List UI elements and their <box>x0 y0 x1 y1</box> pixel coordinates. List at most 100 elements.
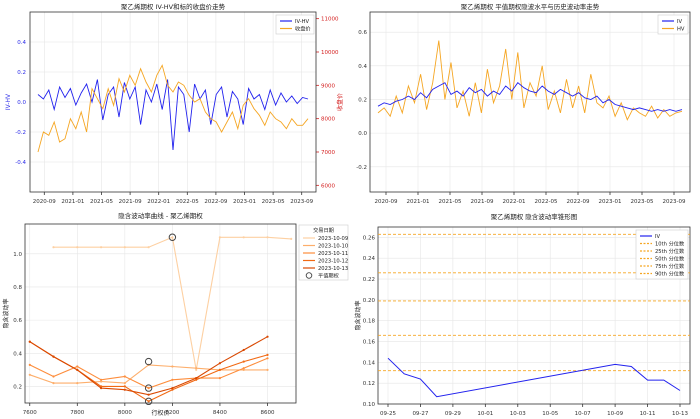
data-point <box>100 387 103 390</box>
x-tick-label: 2021-01 <box>61 199 84 205</box>
y-tick-label: 0.26 <box>363 235 376 241</box>
series-line-HV <box>377 40 683 121</box>
x-tick-label: 2023-01 <box>599 199 622 205</box>
x-tick-label: 2023-01 <box>233 199 256 205</box>
y-axis-label: IV-HV <box>5 93 12 110</box>
iv-smile-chart: 隐含波动率曲线 - 聚乙烯期权 0.2 0.4 0.6 0.8 1.0 7600 7800 80… <box>2 211 349 417</box>
y2-tick-label: 9000 <box>321 83 335 89</box>
x-tick-label: 10-07 <box>575 411 591 417</box>
x-tick-label: 7600 <box>23 410 37 416</box>
y-tick-label: 0.20 <box>363 298 376 304</box>
plot-frame <box>377 226 691 405</box>
x-tick-label: 2022-09 <box>204 199 227 205</box>
legend-label: IV-HV <box>295 19 310 25</box>
legend-title: 交易日期 <box>313 226 334 234</box>
x-tick-label: 2021-09 <box>471 199 494 205</box>
atm-marker <box>144 357 153 366</box>
y-tick-label: 0.22 <box>363 277 375 283</box>
x-tick-label: 8600 <box>260 410 274 416</box>
y-tick-label: 0.6 <box>13 318 22 324</box>
y-tick-label: 0.8 <box>13 285 22 291</box>
y-tick-label: 0.16 <box>363 340 376 346</box>
series-line-收盘价 <box>37 64 309 153</box>
legend-box <box>275 14 315 35</box>
x-tick-label: 2023-09 <box>290 199 313 205</box>
data-point <box>100 378 103 381</box>
x-tick-label: 2022-09 <box>567 199 590 205</box>
atm-marker <box>144 397 153 406</box>
x-tick-label: 10-05 <box>542 411 558 417</box>
plot-frame <box>24 223 297 404</box>
chart-title: 聚乙烯期权 IV-HV和标的收盘价走势 <box>121 2 226 11</box>
x-tick-label: 8000 <box>118 410 132 416</box>
data-point <box>147 393 150 396</box>
legend-label: 75th 分位数 <box>655 262 685 270</box>
x-tick-label: 7800 <box>70 410 84 416</box>
data-point <box>242 368 245 371</box>
y2-tick-label: 10000 <box>321 50 339 56</box>
y-tick-label: 0.12 <box>363 381 375 387</box>
data-point <box>100 380 103 383</box>
data-point <box>147 400 150 403</box>
data-point <box>218 377 221 380</box>
x-tick-label: 10-09 <box>607 411 623 417</box>
y-tick-label: 0.2 <box>13 384 22 390</box>
y-tick-label: 0.18 <box>363 319 376 325</box>
legend-label: HV <box>677 27 685 33</box>
atm-marker <box>168 233 177 241</box>
data-point <box>52 382 55 385</box>
x-tick-label: 2020-09 <box>375 199 398 205</box>
y-tick-label: 0.6 <box>358 30 367 36</box>
x-tick-label: 2023-09 <box>663 199 686 205</box>
data-point <box>290 237 293 240</box>
y-tick-label: 0.2 <box>17 70 26 76</box>
x-axis-label: 行权价 <box>151 409 169 417</box>
data-point <box>147 387 150 390</box>
y-tick-label: 0.4 <box>17 40 26 46</box>
y-axis-label: 隐含波动率 <box>2 298 10 328</box>
data-point <box>76 382 79 385</box>
y-tick-label: 0.0 <box>358 131 367 137</box>
data-point <box>218 236 221 239</box>
legend-label: 2023-10-12 <box>318 259 348 265</box>
y-tick-label: -0.2 <box>356 165 367 171</box>
data-point <box>100 246 103 249</box>
data-point <box>171 388 174 391</box>
x-tick-label: 10-03 <box>510 411 526 417</box>
plot-frame <box>29 11 317 193</box>
legend-label: 50th 分位数 <box>655 255 685 263</box>
data-point <box>123 382 126 385</box>
legend-box <box>635 229 689 280</box>
atm-marker <box>144 384 153 392</box>
data-point <box>171 365 174 368</box>
iv-cone-chart: 聚乙烯期权 隐含波动率锥形图 0.10 0.12 0.14 0.16 0.18 0.20 0.… <box>354 212 691 417</box>
data-point <box>171 378 174 381</box>
data-point <box>195 368 198 371</box>
x-tick-label: 2022-01 <box>147 199 170 205</box>
data-point <box>195 367 198 370</box>
data-point <box>76 365 79 368</box>
data-point <box>28 363 31 366</box>
series-line-IV-HV <box>37 79 309 151</box>
x-tick-label: 2022-05 <box>176 199 199 205</box>
y-tick-label: -0.4 <box>15 160 26 166</box>
data-point <box>266 368 269 371</box>
data-point <box>242 348 245 352</box>
data-point <box>123 246 126 249</box>
x-tick-label: 2021-05 <box>439 199 462 205</box>
data-point <box>242 360 245 363</box>
data-point <box>28 373 31 376</box>
y-axis-label: 隐含波动率 <box>354 300 362 330</box>
plot-frame <box>369 11 691 193</box>
y-tick-label: 0.10 <box>363 402 376 408</box>
y-tick-label: 0.4 <box>358 64 367 70</box>
y-tick-label: 0.4 <box>13 351 22 357</box>
chart-title: 隐含波动率曲线 - 聚乙烯期权 <box>118 211 203 220</box>
y-tick-label: -0.2 <box>15 130 26 136</box>
data-point <box>266 335 269 338</box>
legend-label: 平值期权 <box>318 272 340 280</box>
x-tick-label: 2021-01 <box>407 199 430 205</box>
data-point <box>100 385 103 388</box>
x-tick-label: 2022-01 <box>503 199 526 205</box>
